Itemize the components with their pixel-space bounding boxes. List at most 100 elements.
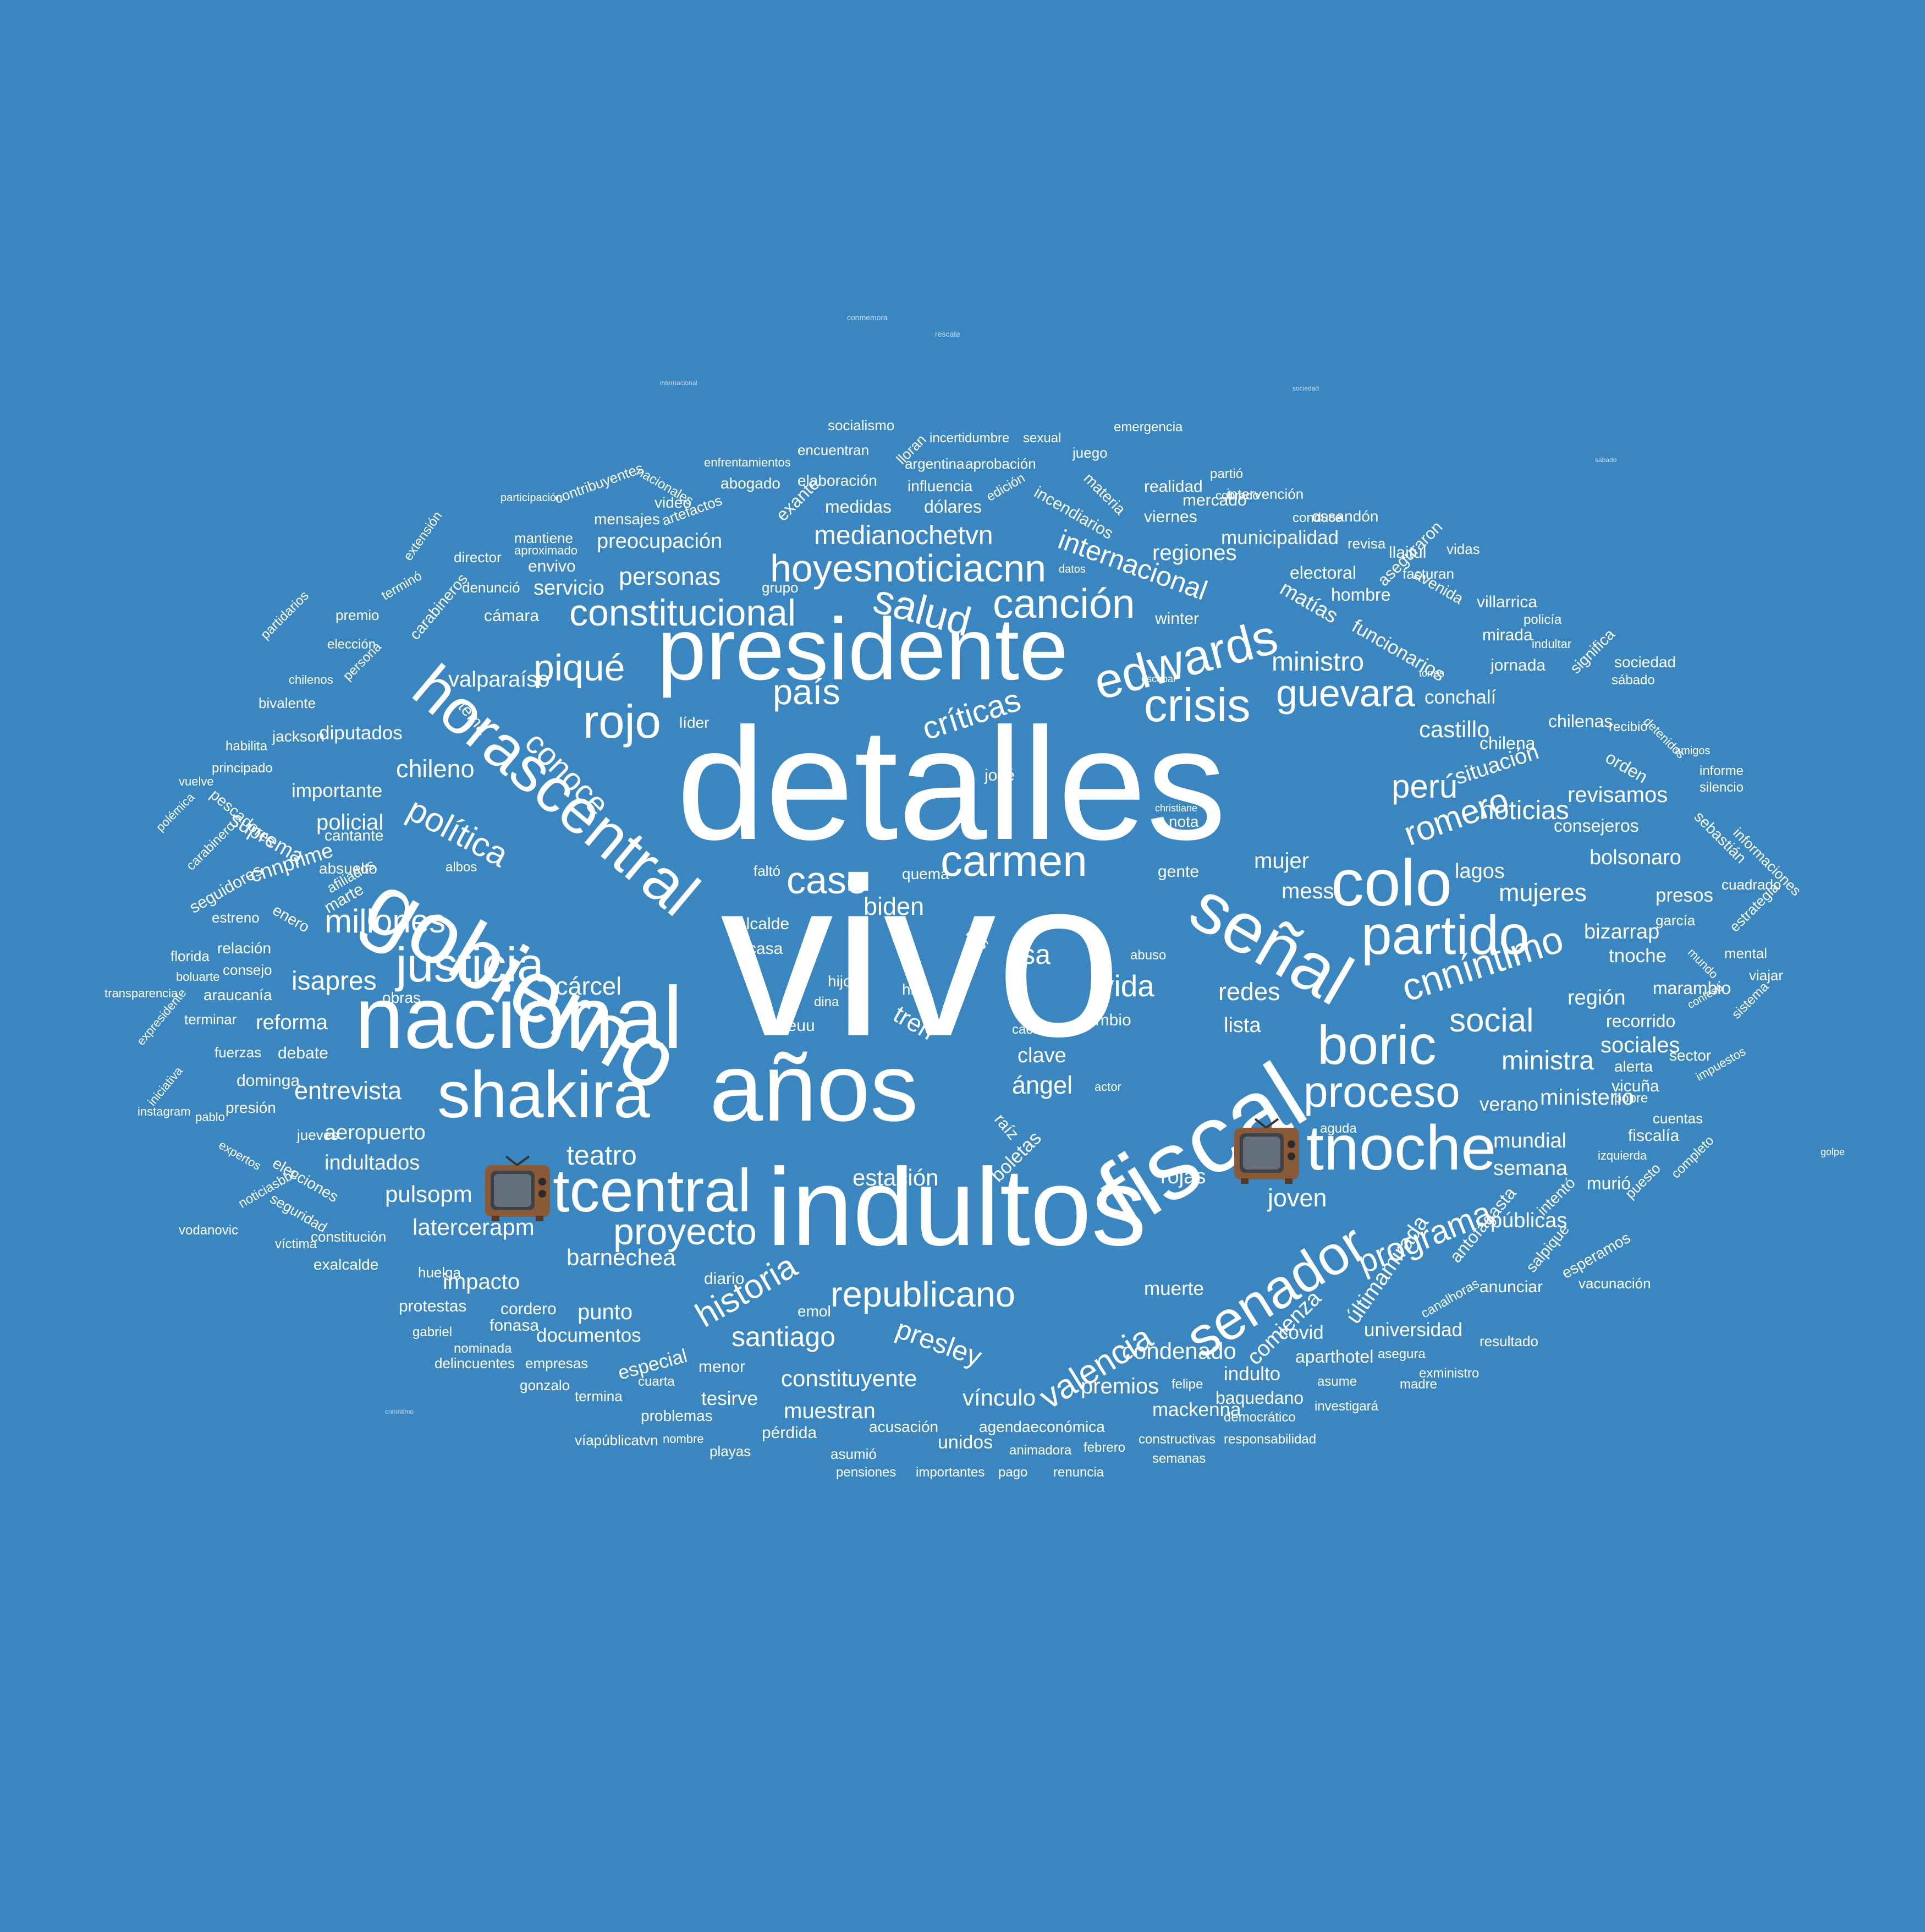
word-cordero: cordero	[501, 1300, 557, 1318]
word-revisa: revisa	[1348, 535, 1386, 552]
word-seguidores: seguidores	[186, 860, 266, 917]
word-actor: actor	[1094, 1080, 1121, 1094]
word-covid: covid	[1279, 1322, 1324, 1343]
word-valparaiso: valparaíso	[448, 667, 550, 691]
word-tesirve: tesirve	[701, 1388, 758, 1409]
word-cobrado: cobrado	[1216, 489, 1260, 502]
word-hoyesnoticiacnn: hoyesnoticiacnn	[770, 547, 1046, 590]
word-historia: historia	[689, 1247, 804, 1335]
word-policial: policial	[316, 810, 384, 835]
word-documentos: documentos	[536, 1325, 641, 1346]
word-carcel: cárcel	[556, 972, 622, 1000]
word-escobar: escobar	[1141, 673, 1177, 684]
word-canalhoras: canalhoras	[1418, 1276, 1482, 1321]
word-ministerio: ministerio	[1540, 1085, 1635, 1110]
word-premios: premios	[1081, 1374, 1159, 1398]
word-enero: enero	[270, 901, 313, 936]
word-muerte: muerte	[1144, 1278, 1204, 1299]
word-mirada: mirada	[1482, 626, 1533, 644]
word-indultados: indultados	[324, 1151, 420, 1174]
word-vinculo: vínculo	[963, 1385, 1036, 1410]
word-sociales: sociales	[1601, 1033, 1680, 1057]
word-mantiene: mantiene	[514, 530, 573, 546]
word-messi: messi	[1282, 879, 1339, 903]
word-video: video	[654, 494, 691, 511]
word-cuentas: cuentas	[1653, 1110, 1703, 1127]
word-rojas: rojas	[1160, 1165, 1206, 1188]
word-hombre: hombre	[1331, 585, 1391, 605]
word-recibio: recibió	[1609, 720, 1648, 734]
word-exalcalde: exalcalde	[314, 1256, 379, 1273]
word-ossandon: ossandón	[1312, 508, 1379, 525]
word-ministro: ministro	[1272, 647, 1365, 677]
word-personas: personas	[619, 562, 721, 590]
word-sexual: sexual	[1023, 431, 1062, 446]
word-detalles: detalles	[676, 695, 1226, 873]
word-animadora: animadora	[1009, 1443, 1072, 1458]
word-chilenas: chilenas	[1548, 711, 1613, 731]
word-redes: redes	[1218, 978, 1280, 1006]
word-barnechea: barnechea	[566, 1244, 676, 1270]
word-alcalde: alcalde	[737, 915, 790, 933]
word-nombre: nombre	[663, 1432, 704, 1446]
word-director: director	[454, 549, 502, 566]
word-bivalente: bivalente	[258, 695, 316, 711]
word-envivo: envivo	[528, 557, 576, 575]
word-vidas: vidas	[1447, 541, 1480, 557]
word-perdida: pérdida	[762, 1424, 817, 1442]
word-lider: líder	[679, 714, 710, 731]
word-intervencion: intervención	[1226, 486, 1304, 502]
filler-word: conmemora	[847, 313, 888, 322]
word-punto: punto	[578, 1300, 633, 1324]
word-gente: gente	[1158, 863, 1200, 881]
word-bolsonaro: bolsonaro	[1590, 846, 1681, 869]
filler-word: sociedad	[1292, 385, 1319, 392]
word-anunciar: anunciar	[1480, 1278, 1543, 1296]
word-investigara: investigará	[1314, 1399, 1379, 1414]
filler-word: internacional	[660, 379, 698, 387]
word-realidad: realidad	[1144, 477, 1203, 496]
word-madre: madre	[1400, 1377, 1438, 1392]
word-problemas: problemas	[641, 1407, 713, 1424]
word-viajar: viajar	[1749, 967, 1784, 984]
word-felipe: felipe	[1172, 1377, 1203, 1392]
word-encuentran: encuentran	[798, 442, 870, 458]
word-condenado: condenado	[1122, 1338, 1236, 1364]
word-silencio: silencio	[1700, 780, 1744, 795]
word-iniciativa: iniciativa	[145, 1064, 185, 1108]
word-termina: termina	[575, 1388, 623, 1404]
word-chileno: chileno	[396, 755, 475, 783]
word-abogado: abogado	[721, 475, 781, 492]
word-preocupacion: preocupación	[597, 530, 723, 553]
word-cuadrado: cuadrado	[1722, 876, 1781, 893]
word-teatro: teatro	[566, 1140, 637, 1171]
word-angel: ángel	[1012, 1071, 1073, 1099]
word-presion: presión	[226, 1099, 276, 1116]
word-abuso: abuso	[1130, 948, 1167, 963]
word-empresas: empresas	[525, 1355, 588, 1371]
word-region: región	[1568, 986, 1626, 1009]
word-instagram: instagram	[138, 1105, 191, 1118]
word-universidad: universidad	[1364, 1319, 1462, 1341]
word-shakira: shakira	[437, 1058, 650, 1132]
word-viernes: viernes	[1144, 508, 1197, 526]
word-republicano: republicano	[831, 1274, 1016, 1314]
word-presidente: presidente	[657, 600, 1069, 698]
word-eleccion: elección	[327, 637, 376, 652]
word-dominga: dominga	[237, 1072, 300, 1090]
word-dolares: dólares	[924, 497, 982, 517]
word-eeuu: eeuu	[778, 1017, 815, 1035]
word-detenidos: detenidos	[1641, 714, 1688, 761]
word-muestran: muestran	[784, 1399, 876, 1423]
word-recorrido: recorrido	[1606, 1011, 1676, 1031]
word-vicuna: vicuña	[1612, 1077, 1659, 1095]
word-jornada: jornada	[1491, 656, 1546, 674]
word-emol: emol	[798, 1303, 831, 1320]
word-gonzalo: gonzalo	[520, 1377, 570, 1393]
word-justicia: justicia	[396, 937, 544, 992]
word-contribuyentes: contribuyentes	[552, 459, 646, 507]
word-municipalidad: municipalidad	[1221, 527, 1339, 548]
word-pablo: pablo	[195, 1110, 225, 1124]
word-constitucional: constitucional	[569, 592, 796, 634]
word-asegura: asegura	[1378, 1347, 1426, 1362]
